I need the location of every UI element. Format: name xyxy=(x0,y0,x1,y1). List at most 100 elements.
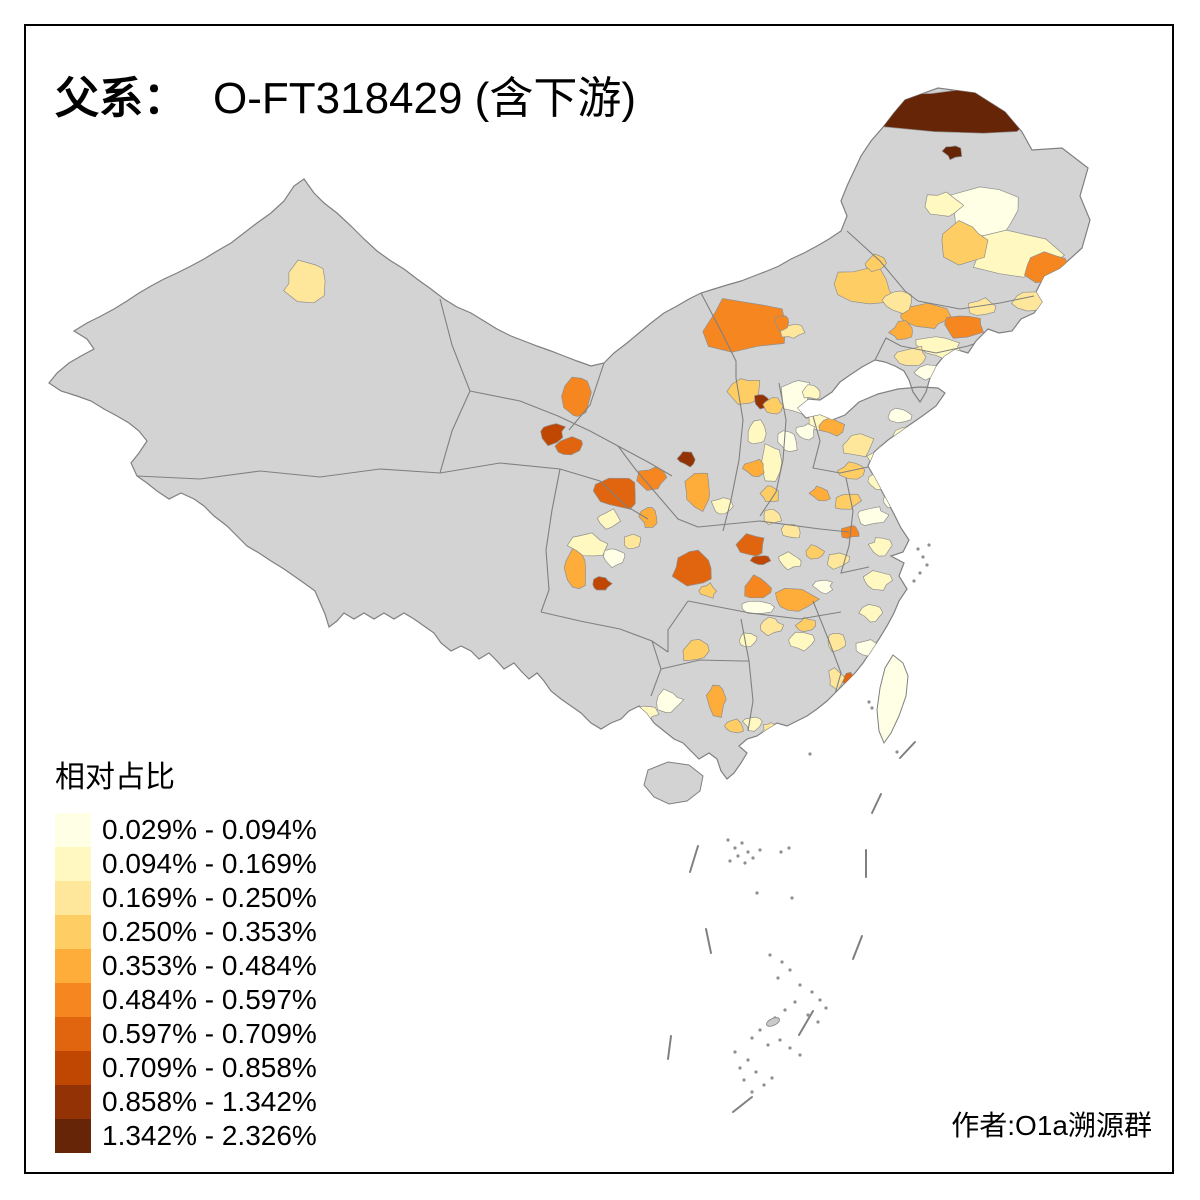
prefecture-region xyxy=(858,604,884,623)
prefecture-region xyxy=(684,472,710,512)
prefecture-region xyxy=(724,718,744,734)
island-speck xyxy=(758,1028,762,1032)
prefecture-region xyxy=(887,407,913,424)
prefecture-region xyxy=(682,639,710,661)
island-speck xyxy=(746,850,750,854)
legend-label: 0.094% - 0.169% xyxy=(102,848,317,879)
prefecture-region xyxy=(834,493,863,510)
prefecture-region xyxy=(710,497,734,515)
legend-row: 0.094% - 0.169% xyxy=(55,847,317,881)
legend-swatch xyxy=(55,1119,91,1153)
prefecture-region xyxy=(881,290,912,314)
prefecture-region xyxy=(592,477,636,510)
island-speck xyxy=(895,750,899,754)
prefecture-region xyxy=(698,582,718,599)
prefecture-region xyxy=(827,632,847,653)
choropleth-regions xyxy=(283,89,1081,736)
plot-frame xyxy=(24,24,1174,1174)
legend-row: 1.342% - 2.326% xyxy=(55,1119,317,1153)
prefecture-region xyxy=(827,552,851,570)
legend-label: 0.169% - 0.250% xyxy=(102,882,317,913)
island-speck xyxy=(788,1046,792,1050)
island-speck xyxy=(925,563,929,567)
island-speck xyxy=(758,848,762,852)
prefecture-region xyxy=(741,716,763,732)
island-speck xyxy=(810,990,814,994)
island-speck xyxy=(818,998,822,1002)
sea-islands xyxy=(726,543,931,1094)
island-speck xyxy=(787,846,791,850)
legend-swatch xyxy=(55,1017,91,1051)
legend-label: 0.250% - 0.353% xyxy=(102,916,317,947)
prefecture-region xyxy=(671,549,712,587)
island-speck xyxy=(788,968,792,972)
prefecture-region xyxy=(887,320,913,340)
prefecture-region xyxy=(702,298,786,353)
island-speck xyxy=(778,1038,782,1042)
island-speck xyxy=(927,543,931,547)
prefecture-region xyxy=(801,384,821,400)
prefecture-region xyxy=(811,579,834,595)
island-speck xyxy=(921,555,925,559)
prefecture-region xyxy=(638,506,658,528)
island-speck xyxy=(912,579,916,583)
island-speck xyxy=(916,547,920,551)
prefecture-region xyxy=(862,570,893,591)
legend-rows: 0.029% - 0.094% 0.094% - 0.169% 0.169% - 0… xyxy=(55,813,317,1153)
legend-row: 0.484% - 0.597% xyxy=(55,983,317,1017)
author-credit: 作者:O1a溯源群 xyxy=(951,1110,1152,1141)
legend-row: 0.597% - 0.709% xyxy=(55,1017,317,1051)
prefecture-region xyxy=(900,302,953,329)
prefecture-region xyxy=(857,506,890,526)
legend-swatch xyxy=(55,1051,91,1085)
prefecture-region xyxy=(759,485,779,503)
prefecture-region xyxy=(561,376,592,417)
island-speck xyxy=(736,854,740,858)
island-speck xyxy=(740,841,744,845)
island-speck xyxy=(918,571,922,575)
prefecture-region xyxy=(944,315,984,339)
prefecture-region xyxy=(833,265,896,305)
island-speck xyxy=(768,953,772,957)
island-speck xyxy=(762,1083,766,1087)
legend-label: 0.029% - 0.094% xyxy=(102,814,317,845)
nine-dash-line xyxy=(667,741,916,1113)
island-speck xyxy=(746,1058,750,1062)
prefecture-region xyxy=(794,616,817,633)
island-speck xyxy=(742,1078,746,1082)
island-speck xyxy=(733,846,737,850)
map-title: 父系： O-FT318429 (含下游) xyxy=(55,62,636,126)
prefecture-region xyxy=(788,631,816,652)
legend-swatch xyxy=(55,1085,91,1119)
island-speck xyxy=(798,983,802,987)
prefecture-region xyxy=(596,508,622,530)
island-speck xyxy=(793,1000,797,1004)
prefecture-region xyxy=(941,145,963,161)
prefecture-region xyxy=(941,220,989,266)
prefecture-region xyxy=(592,576,613,591)
island-speck xyxy=(750,1036,754,1040)
island-speck xyxy=(816,1020,820,1024)
island-speck xyxy=(806,1013,810,1017)
island-speck xyxy=(726,838,730,842)
prefecture-region xyxy=(774,588,820,612)
prefecture-region xyxy=(566,532,609,557)
itu-aba-island xyxy=(766,1017,780,1027)
prefecture-region xyxy=(624,533,641,550)
prefecture-region xyxy=(283,259,326,304)
legend-swatch xyxy=(55,915,91,949)
island-speck xyxy=(766,1043,770,1047)
prefecture-region xyxy=(554,436,583,456)
island-speck xyxy=(790,896,794,900)
legend-row: 0.029% - 0.094% xyxy=(55,813,317,847)
island-speck xyxy=(867,700,871,704)
china-mainland-outline xyxy=(48,87,1091,780)
legend-label: 0.484% - 0.597% xyxy=(102,984,317,1015)
legend-swatch xyxy=(55,949,91,983)
prefecture-region xyxy=(864,253,887,272)
prefecture-region xyxy=(842,433,875,458)
prefecture-region xyxy=(774,315,789,332)
prefecture-region xyxy=(735,533,765,557)
prefecture-region xyxy=(602,548,626,569)
island-speck xyxy=(798,1053,802,1057)
